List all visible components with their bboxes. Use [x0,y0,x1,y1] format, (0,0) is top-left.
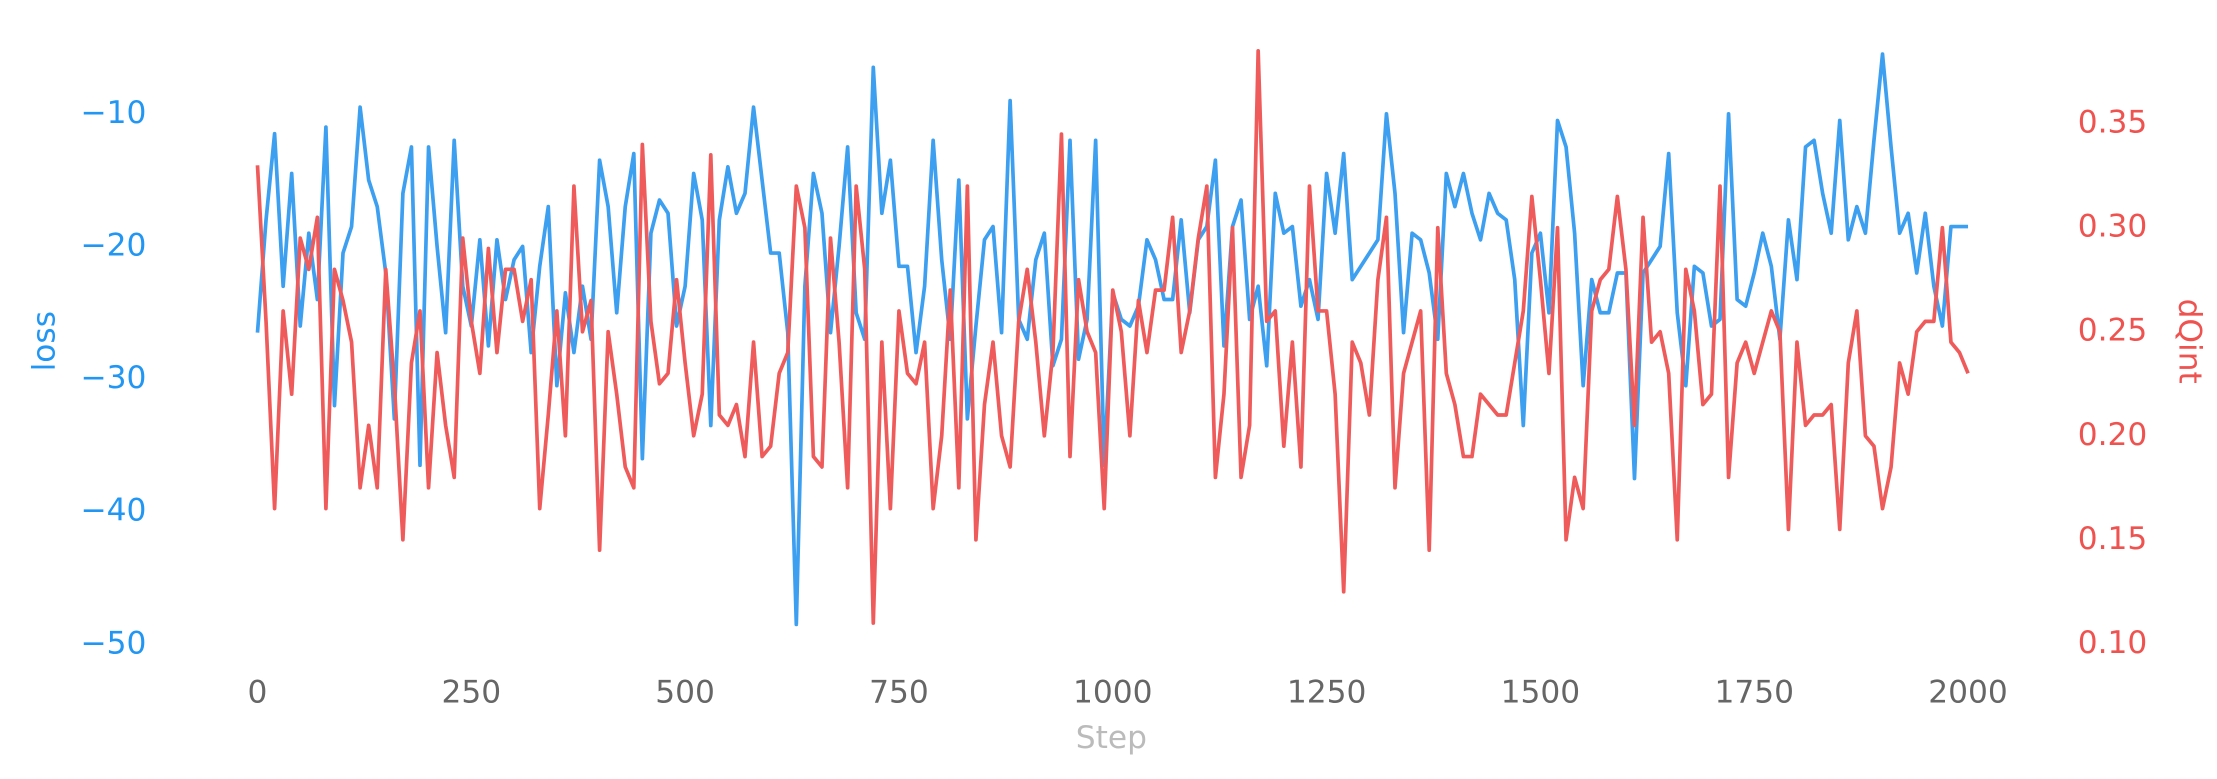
x-tick-label: 250 [441,675,501,711]
x-tick-label: 1500 [1501,675,1581,711]
line-series [255,49,1970,625]
y-tick-label: −40 [80,493,146,529]
line-series [255,52,1969,627]
y2-tick-label: 0.35 [2078,105,2148,141]
y2-tick-label: 0.30 [2078,209,2148,245]
x-tick-label: 1750 [1714,675,1794,711]
y2-tick-label: 0.10 [2078,625,2148,661]
y2-axis-label: dQint [2172,299,2208,384]
x-tick-label: 0 [248,675,268,711]
y-tick-label: −20 [80,227,146,263]
y-axis-label: loss [26,311,62,371]
x-tick-label: 1250 [1287,675,1367,711]
x-tick-label: 2000 [1928,675,2008,711]
x-tick-label: 750 [869,675,929,711]
y-tick-label: −10 [80,95,146,131]
y2-tick-label: 0.15 [2078,521,2148,557]
y-tick-label: −30 [80,360,146,396]
y2-tick-label: 0.20 [2078,417,2148,453]
y-tick-label: −50 [80,625,146,661]
x-tick-label: 500 [655,675,715,711]
x-tick-label: 1000 [1073,675,1153,711]
y2-tick-label: 0.25 [2078,313,2148,349]
x-axis-label: Step [1076,720,1147,756]
